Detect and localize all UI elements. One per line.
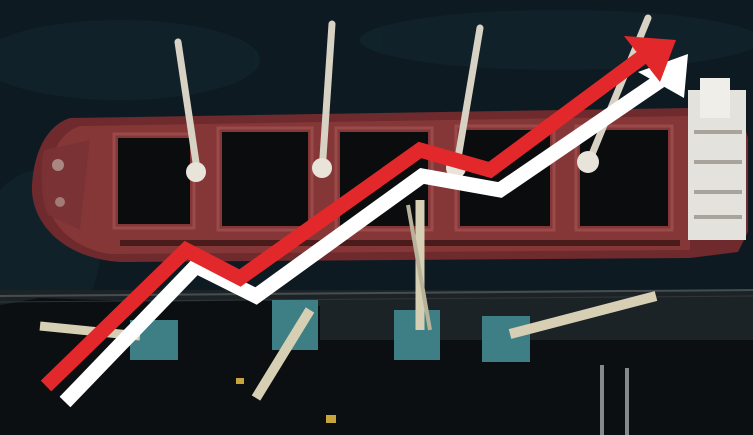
deck-crane-1 [174, 38, 206, 182]
trend-up-arrow-white-icon [59, 54, 688, 408]
ship-superstructure [688, 78, 746, 240]
ship-bow [41, 140, 90, 230]
yard-vehicles [236, 378, 336, 423]
shore-loader-4 [482, 291, 658, 362]
trend-up-arrow-red-icon [40, 36, 676, 392]
shore-loader-2 [251, 300, 318, 401]
shore-loaders [39, 200, 658, 401]
quay-area [0, 289, 753, 435]
deck-crane-2 [312, 20, 336, 178]
shore-loader-3 [394, 200, 440, 360]
